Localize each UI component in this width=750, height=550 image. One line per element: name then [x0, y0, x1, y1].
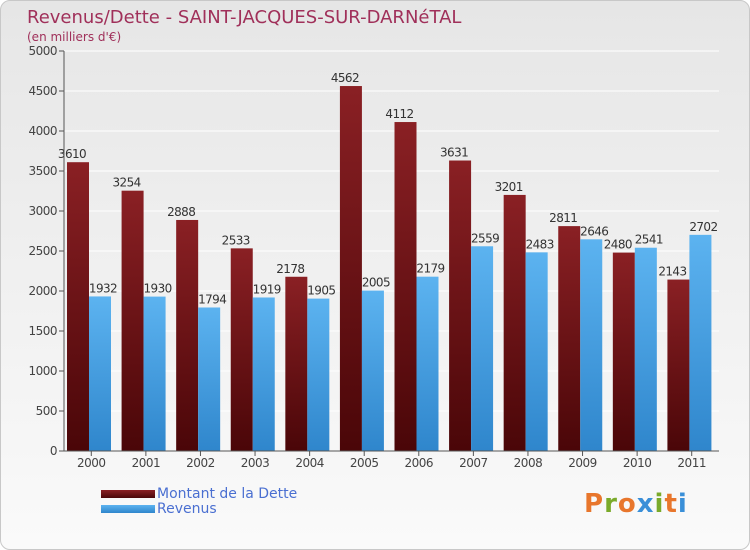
data-label-dette: 4112: [385, 107, 413, 121]
bar-dette: [67, 162, 89, 451]
logo-letter: o: [617, 489, 637, 519]
data-label-dette: 2888: [167, 205, 195, 219]
x-tick-label: 2008: [514, 456, 543, 470]
bar-revenus: [416, 276, 439, 451]
logo-letter: r: [604, 489, 618, 519]
bar-revenus: [198, 307, 221, 451]
y-tick-label: 3500: [28, 164, 57, 178]
bar-revenus: [471, 246, 494, 451]
bar-dette: [339, 86, 362, 451]
x-tick-label: 2001: [132, 456, 161, 470]
bar-dette: [230, 248, 253, 451]
logo-letter: i: [654, 489, 665, 519]
proxiti-logo: Proxiti: [584, 489, 688, 519]
bar-revenus: [634, 247, 657, 451]
legend-swatch-dette: [101, 490, 155, 498]
data-label-dette: 2480: [604, 238, 632, 252]
data-label-revenus: 2179: [416, 262, 444, 276]
grid: [64, 50, 719, 452]
bar-revenus: [525, 252, 548, 451]
bars: [67, 86, 712, 452]
data-label-dette: 2143: [658, 265, 686, 279]
y-tick-label: 4500: [28, 84, 57, 98]
y-tick-label: 3000: [28, 204, 57, 218]
logo-letter: P: [584, 489, 605, 519]
y-tick-label: 2000: [28, 284, 57, 298]
data-label-dette: 3610: [58, 147, 86, 161]
logo-letter: i: [677, 489, 688, 519]
x-tick-label: 2010: [623, 456, 652, 470]
bar-revenus: [252, 297, 275, 451]
data-label-revenus: 2702: [689, 220, 717, 234]
legend-label-revenus: Revenus: [157, 501, 217, 517]
bar-dette: [449, 160, 472, 451]
x-tick-label: 2005: [350, 456, 379, 470]
data-label-revenus: 1932: [89, 281, 117, 295]
bar-dette: [667, 279, 690, 451]
logo-letter: t: [664, 489, 678, 519]
data-label-revenus: 2541: [635, 233, 663, 247]
bar-dette: [612, 252, 635, 451]
x-tick-label: 2006: [405, 456, 434, 470]
x-tick-label: 2011: [677, 456, 706, 470]
data-label-revenus: 2005: [362, 276, 390, 290]
bar-revenus: [307, 298, 330, 451]
data-label-revenus: 2646: [580, 224, 608, 238]
data-label-revenus: 1905: [307, 284, 335, 298]
bar-dette: [503, 194, 526, 452]
x-tick-label: 2007: [459, 456, 488, 470]
y-tick-label: 2500: [28, 244, 57, 258]
chart-subtitle: (en milliers d'€): [27, 30, 122, 44]
x-tick-label: 2009: [568, 456, 597, 470]
data-label-dette: 3254: [113, 176, 141, 190]
y-tick-label: 0: [50, 444, 57, 458]
axes: 0 500 1000 1500 2000 2500 3000 3500 4000 4500 5000…: [28, 44, 719, 470]
logo-letter: x: [636, 489, 655, 519]
data-label-revenus: 2559: [471, 231, 499, 245]
data-label-dette: 3201: [495, 180, 523, 194]
legend-label-dette: Montant de la Dette: [157, 486, 298, 502]
x-tick-label: 2002: [186, 456, 215, 470]
data-label-dette: 4562: [331, 71, 359, 85]
bar-dette: [121, 190, 144, 451]
data-label-dette: 2178: [276, 262, 304, 276]
data-label-dette: 2811: [549, 211, 577, 225]
chart-title: Revenus/Dette - SAINT-JACQUES-SUR-DARNéT…: [27, 7, 462, 28]
bar-dette: [176, 219, 199, 451]
data-label-dette: 3631: [440, 146, 468, 160]
bar-dette: [394, 122, 417, 451]
bar-revenus: [89, 296, 111, 451]
data-labels: 3610 1932 3254 1930 2888 1794 2533 1919 21781905…: [58, 71, 718, 306]
y-tick-label: 5000: [28, 44, 57, 58]
data-label-revenus: 1794: [198, 292, 226, 306]
bar-revenus: [143, 296, 166, 451]
data-label-revenus: 2483: [526, 237, 554, 251]
x-tick-label: 2000: [77, 456, 106, 470]
bar-revenus: [689, 234, 712, 451]
x-tick-label: 2003: [241, 456, 270, 470]
y-tick-label: 500: [36, 404, 57, 418]
data-label-revenus: 1919: [253, 282, 281, 296]
x-tick-label: 2004: [295, 456, 324, 470]
bar-revenus: [361, 290, 384, 451]
y-tick-label: 1000: [28, 364, 57, 378]
bar-dette: [558, 226, 581, 451]
y-tick-label: 4000: [28, 124, 57, 138]
bar-dette: [285, 276, 308, 451]
data-label-revenus: 1930: [144, 282, 172, 296]
data-label-dette: 2533: [222, 233, 250, 247]
bar-revenus: [580, 239, 603, 451]
y-tick-label: 1500: [28, 324, 57, 338]
legend-swatch-revenus: [101, 505, 155, 513]
